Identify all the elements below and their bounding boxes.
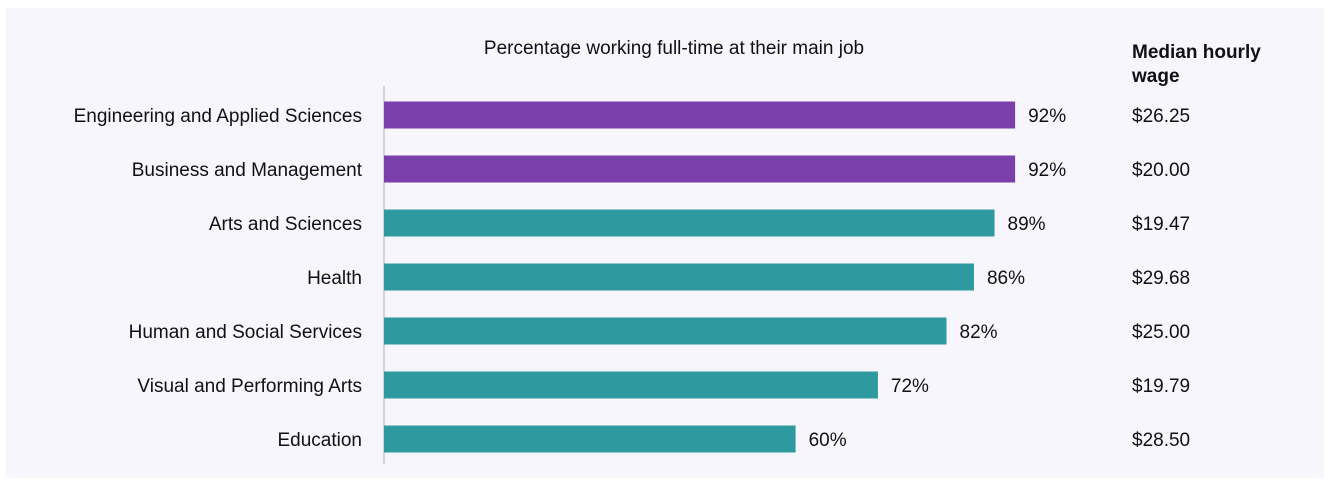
value-label: 92% — [1028, 160, 1066, 181]
category-label: Education — [277, 430, 362, 451]
bar — [384, 101, 1016, 129]
category-label: Health — [307, 268, 362, 289]
value-label: 92% — [1028, 106, 1066, 127]
wage-value: $25.00 — [1132, 322, 1190, 343]
bar-chart: Percentage working full-time at their ma… — [74, 38, 1261, 464]
wage-value: $28.50 — [1132, 430, 1190, 451]
wage-value: $19.79 — [1132, 376, 1190, 397]
value-label: 72% — [891, 376, 929, 397]
bar — [384, 317, 947, 345]
value-label: 60% — [809, 430, 847, 451]
value-label: 89% — [1008, 214, 1046, 235]
wage-value: $29.68 — [1132, 268, 1190, 289]
category-label: Arts and Sciences — [209, 214, 362, 235]
wage-value: $20.00 — [1132, 160, 1190, 181]
bar — [384, 371, 878, 399]
bar — [384, 263, 974, 291]
wage-header-line2: wage — [1131, 66, 1180, 87]
wage-header-line1: Median hourly — [1132, 42, 1261, 63]
wage-value: $19.47 — [1132, 214, 1190, 235]
chart-panel: Percentage working full-time at their ma… — [6, 8, 1324, 478]
value-label: 82% — [960, 322, 998, 343]
bar — [384, 155, 1016, 183]
bar — [384, 425, 796, 453]
category-label: Visual and Performing Arts — [137, 376, 362, 397]
category-label: Business and Management — [132, 160, 363, 181]
chart-title: Percentage working full-time at their ma… — [484, 38, 864, 59]
category-label: Engineering and Applied Sciences — [74, 106, 362, 127]
category-label: Human and Social Services — [129, 322, 362, 343]
bar — [384, 209, 995, 237]
value-label: 86% — [987, 268, 1025, 289]
wage-value: $26.25 — [1132, 106, 1190, 127]
